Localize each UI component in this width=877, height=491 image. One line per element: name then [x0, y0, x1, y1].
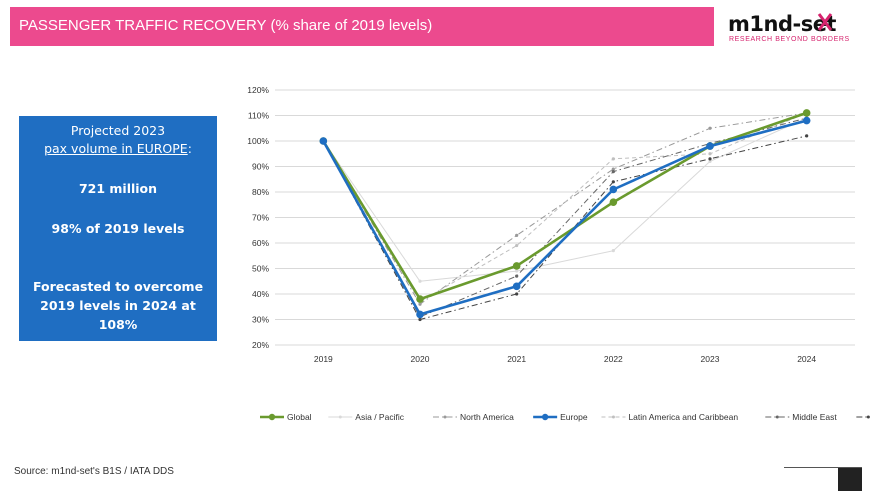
data-point: [416, 310, 424, 319]
data-point: [611, 170, 615, 174]
info-box: Projected 2023 pax volume in EUROPE: 721…: [19, 116, 217, 341]
y-tick-label: 70%: [252, 213, 269, 223]
data-point: [609, 198, 618, 206]
legend-label: Asia / Pacific: [355, 412, 404, 422]
info-pax-colon: :: [187, 141, 192, 156]
data-point: [802, 109, 811, 117]
page-title: PASSENGER TRAFFIC RECOVERY (% share of 2…: [19, 17, 433, 34]
data-point: [512, 282, 521, 291]
data-point: [416, 295, 424, 303]
y-tick-label: 20%: [252, 340, 269, 350]
series-line: [322, 135, 807, 320]
legend-marker: [338, 415, 342, 419]
y-tick-label: 120%: [247, 85, 269, 95]
x-tick-label: 2021: [507, 354, 526, 364]
data-point: [805, 134, 809, 138]
brand-logo: m1nd-set RESEARCH BEYOND BORDERS: [728, 12, 858, 46]
legend-marker: [775, 415, 779, 419]
data-point: [319, 137, 328, 145]
data-point: [418, 302, 422, 306]
y-tick-label: 100%: [247, 136, 269, 146]
info-line-projected: Projected 2023: [70, 123, 166, 138]
legend-label: Europe: [560, 412, 588, 422]
x-tick-label: 2024: [797, 354, 816, 364]
data-point: [418, 279, 422, 283]
footer-square: [838, 468, 862, 491]
data-point: [611, 167, 615, 171]
info-share: 98% of 2019 levels: [51, 221, 185, 236]
footer-rule: [784, 467, 862, 468]
data-point: [515, 269, 519, 273]
y-tick-label: 80%: [252, 187, 269, 197]
info-forecast-2: 2019 levels in 2024 at: [40, 298, 196, 313]
data-point: [802, 116, 811, 125]
legend-marker: [541, 413, 549, 421]
data-point: [418, 317, 422, 322]
x-tick-label: 2023: [701, 354, 720, 364]
source-note: Source: m1nd-set's B1S / IATA DDS: [14, 466, 174, 477]
series-line: [322, 117, 807, 282]
x-tick-label: 2022: [604, 354, 623, 364]
x-tick-label: 2019: [314, 354, 333, 364]
legend-label: Latin America and Caribbean: [628, 412, 738, 422]
title-bar: PASSENGER TRAFFIC RECOVERY (% share of 2…: [10, 7, 714, 46]
x-tick-label: 2020: [411, 354, 430, 364]
legend-marker: [866, 415, 870, 419]
info-forecast-1: Forecasted to overcome: [32, 279, 204, 294]
legend-marker: [268, 413, 276, 421]
data-point: [708, 159, 712, 163]
info-line-pax: pax volume in EUROPE:: [19, 140, 217, 157]
info-volume: 721 million: [78, 181, 158, 196]
logo-tagline: RESEARCH BEYOND BORDERS: [729, 36, 850, 43]
data-point: [512, 262, 521, 270]
data-point: [609, 185, 618, 194]
data-point: [515, 243, 519, 248]
y-tick-label: 60%: [252, 238, 269, 248]
y-tick-label: 110%: [248, 111, 270, 121]
info-forecast-3: 108%: [98, 317, 138, 332]
legend-marker: [611, 415, 615, 419]
data-point: [706, 142, 714, 150]
data-point: [708, 126, 712, 130]
data-point: [708, 152, 712, 156]
data-point: [515, 292, 519, 296]
data-point: [708, 157, 712, 161]
traffic-line-chart: 20% 30% 40% 50% 60% 70% 80% 90% 100% 110% 120% 2019…: [247, 85, 870, 422]
info-pax-label: pax volume in EUROPE: [44, 141, 188, 156]
y-tick-label: 90%: [252, 162, 269, 172]
logo-star-icon: [817, 13, 833, 31]
data-point: [611, 157, 615, 161]
y-tick-label: 30%: [252, 315, 269, 325]
y-tick-label: 50%: [252, 264, 269, 274]
data-point: [611, 249, 615, 253]
y-tick-label: 40%: [252, 289, 269, 299]
legend-label: Global: [287, 412, 312, 422]
data-point: [515, 274, 519, 278]
logo-text: m1nd-set: [728, 12, 836, 36]
legend-marker: [443, 415, 447, 419]
data-point: [611, 180, 615, 184]
series-line: [322, 119, 808, 316]
legend-label: North America: [460, 412, 514, 422]
legend-label: Middle East: [792, 412, 837, 422]
data-point: [515, 233, 519, 237]
